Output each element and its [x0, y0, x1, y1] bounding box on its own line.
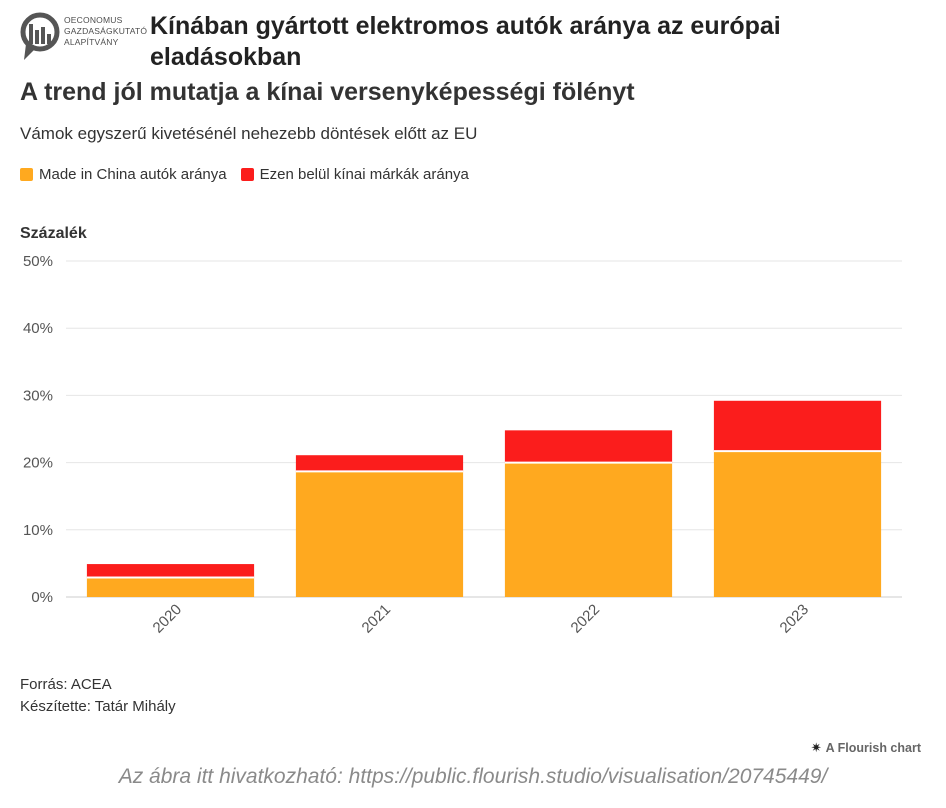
source-note: Forrás: ACEA [20, 676, 112, 693]
reference-link-note[interactable]: Az ábra itt hivatkozható: https://public… [118, 765, 828, 788]
footer-notes: Forrás: ACEA Készítette: Tatár Mihály [20, 674, 176, 718]
y-tick-label: 10% [23, 522, 53, 539]
legend-label-chinese-brands: Ezen belül kínai márkák aránya [259, 166, 469, 183]
y-tick-label: 30% [23, 387, 53, 404]
logo-text: OECONOMUS GAZDASÁGKUTATÓ ALAPÍTVÁNY [64, 15, 148, 47]
legend-item-chinese-brands[interactable]: Ezen belül kínai márkák aránya [240, 166, 469, 183]
legend: Made in China autók aránya Ezen belül kí… [20, 166, 483, 183]
x-tick-label: 2022 [568, 601, 604, 637]
legend-label-made-in-china: Made in China autók aránya [39, 166, 227, 183]
y-tick-label: 50% [23, 253, 53, 270]
bar-made-in-china-2020[interactable] [86, 577, 255, 597]
bar-made-in-china-2022[interactable] [504, 462, 673, 597]
y-axis-title: Százalék [20, 225, 87, 242]
author-note: Készítette: Tatár Mihály [20, 698, 176, 715]
y-tick-label: 0% [31, 589, 53, 606]
bar-chinese-brands-2021[interactable] [295, 455, 464, 472]
bar-chinese-brands-2023[interactable] [713, 400, 882, 452]
chart-subtitle: A trend jól mutatja a kínai versenyképes… [20, 78, 635, 106]
bar-made-in-china-2023[interactable] [713, 451, 882, 597]
bar-chinese-brands-2020[interactable] [86, 564, 255, 578]
legend-swatch-chinese-brands [240, 168, 254, 181]
y-tick-label: 40% [23, 320, 53, 337]
oeconomus-logo: OECONOMUS GAZDASÁGKUTATÓ ALAPÍTVÁNY [20, 10, 148, 70]
x-tick-label: 2023 [777, 601, 813, 637]
flourish-credit[interactable]: ✷ A Flourish chart [811, 740, 921, 756]
logo-emblem-icon [20, 12, 60, 60]
y-tick-label: 20% [23, 455, 53, 472]
chart-description: Vámok egyszerű kivetésénél nehezebb dönt… [20, 124, 478, 143]
chart-title: Kínában gyártott elektromos autók aránya… [150, 12, 781, 71]
legend-swatch-made-in-china [20, 168, 33, 181]
legend-item-made-in-china[interactable]: Made in China autók aránya [20, 166, 227, 183]
bar-chinese-brands-2022[interactable] [504, 430, 673, 463]
bar-made-in-china-2021[interactable] [295, 471, 464, 597]
x-tick-label: 2021 [359, 601, 395, 637]
flourish-credit-label: A Flourish chart [825, 741, 921, 755]
x-tick-label: 2020 [150, 601, 186, 637]
flourish-logo-icon: ✷ [810, 740, 822, 755]
